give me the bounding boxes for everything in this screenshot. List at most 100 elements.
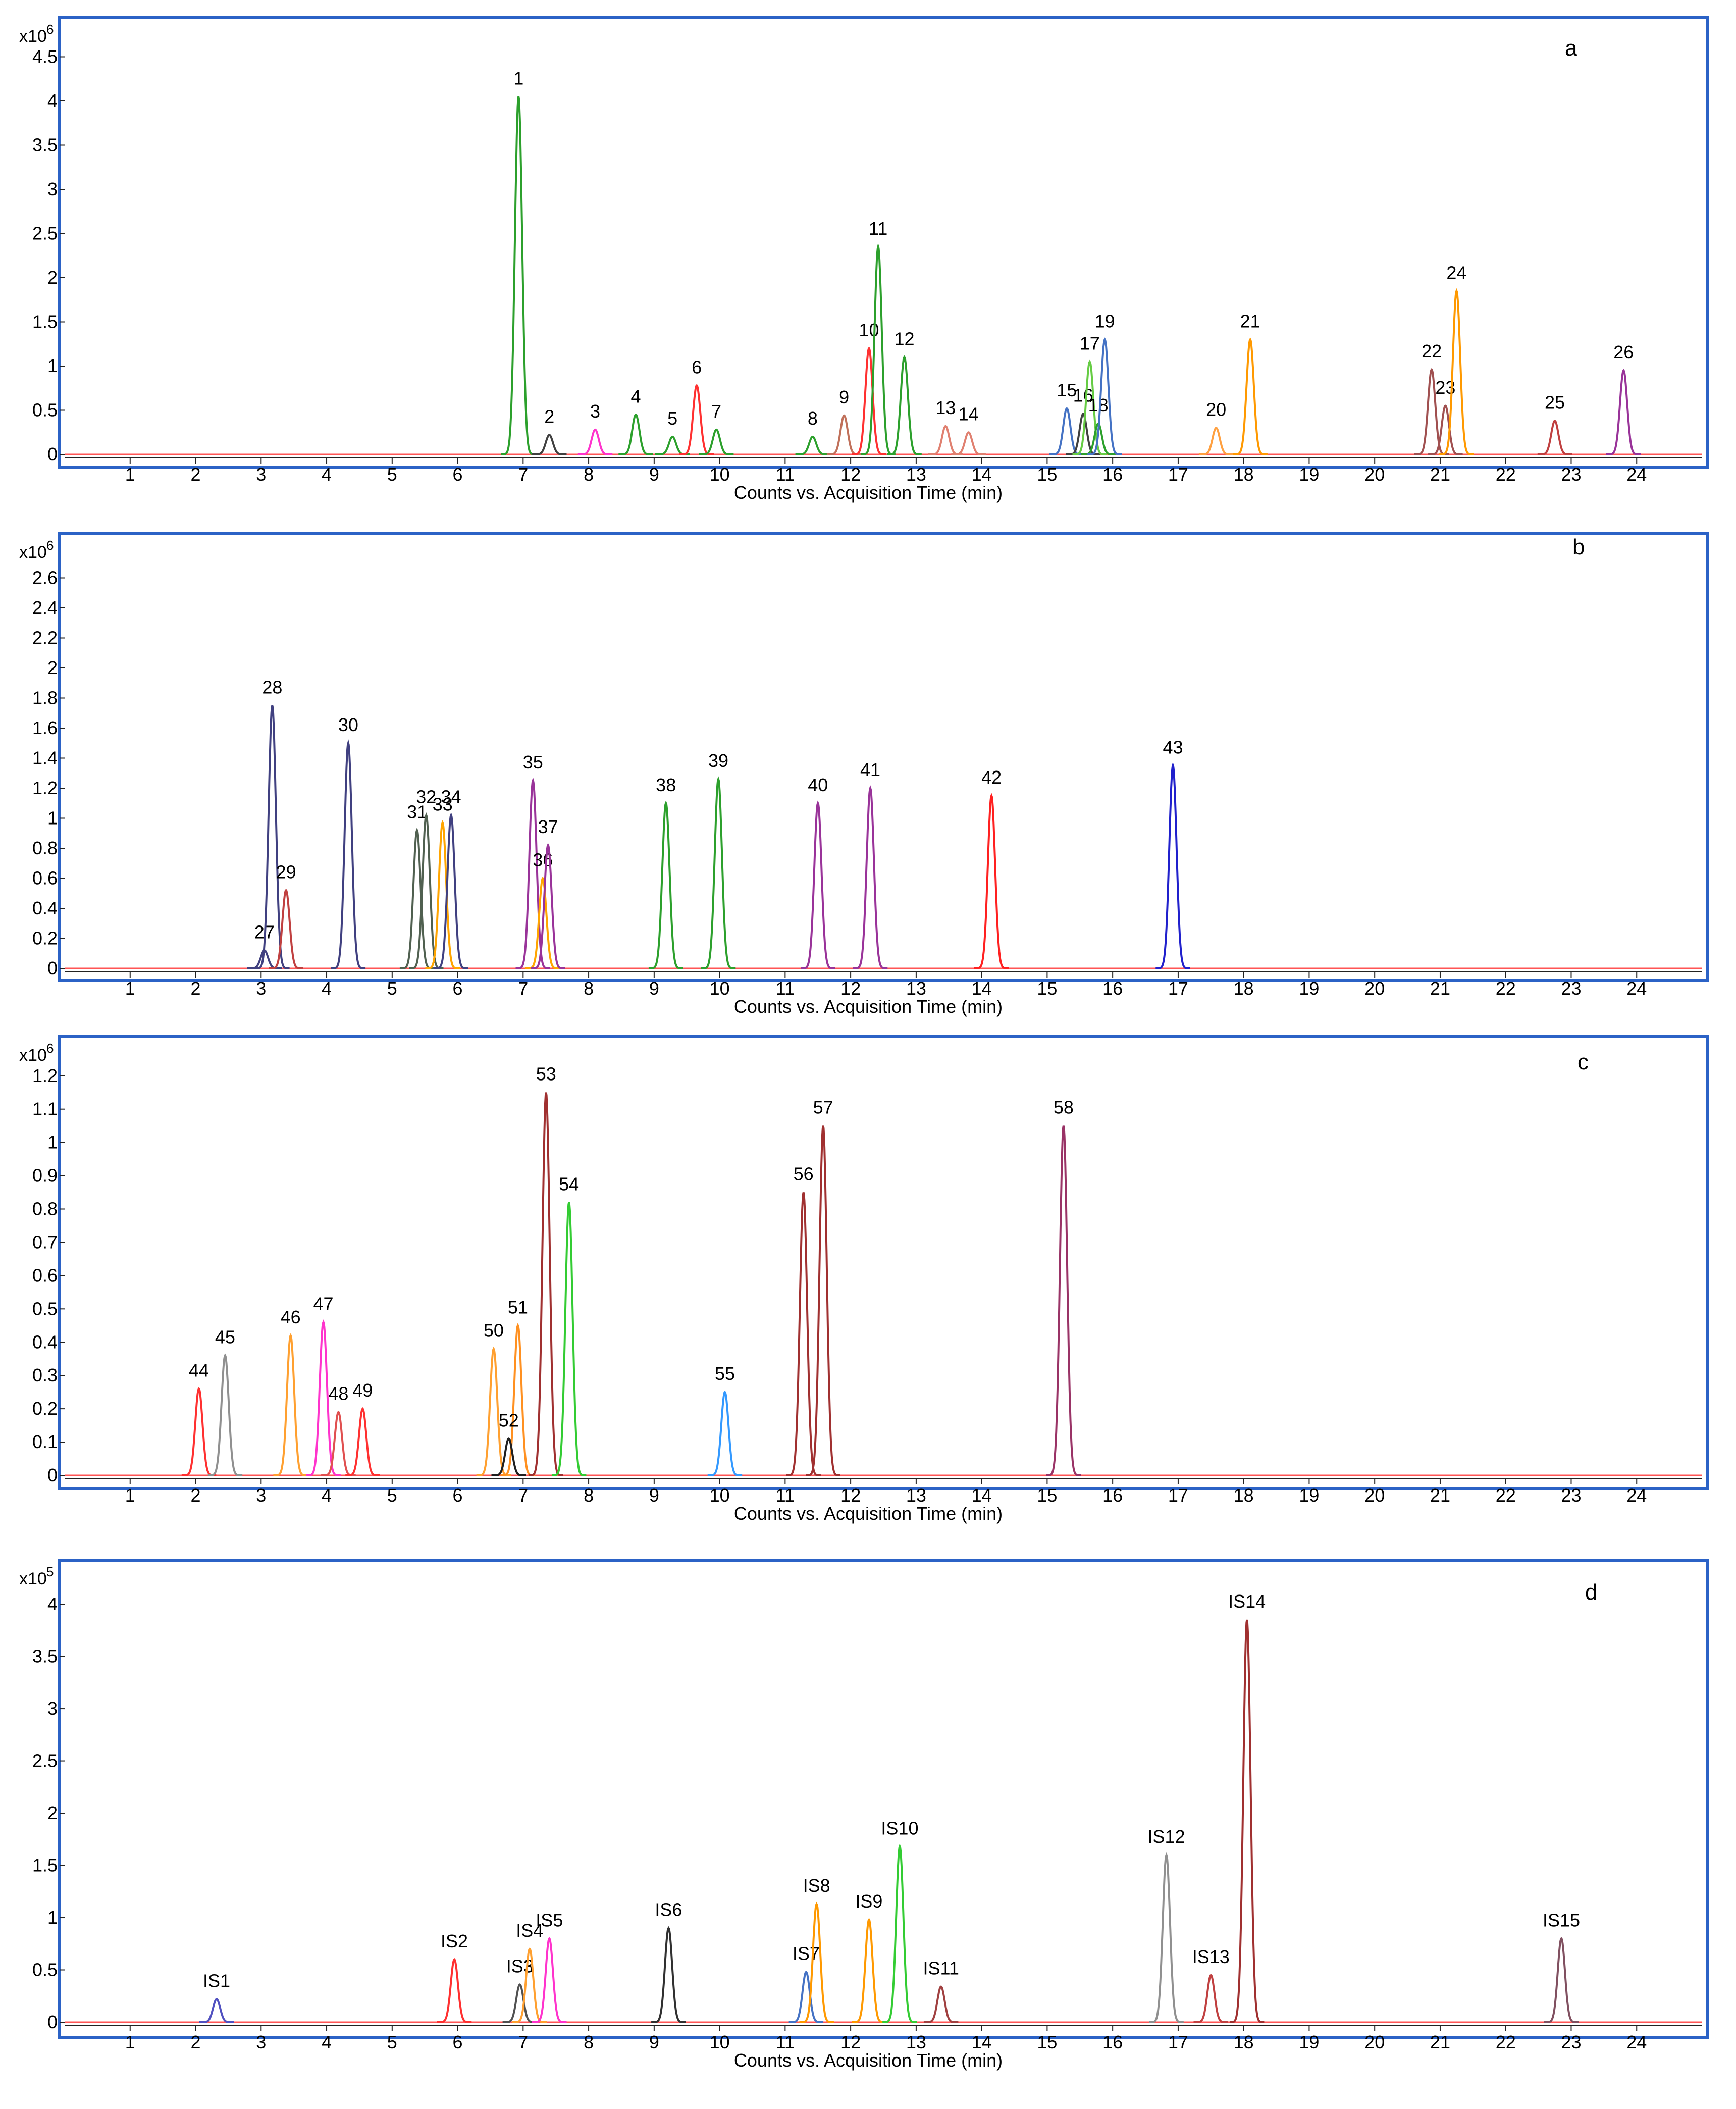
x-tick-label: 22 [1496,978,1516,999]
peak-trace [928,425,963,455]
x-tick-label: 14 [972,2032,992,2052]
peak-label: 51 [508,1297,528,1317]
peak-trace [795,435,830,455]
peak-label: IS13 [1192,1946,1230,1967]
peak-label: 32 [416,787,436,807]
peak-trace [788,1971,824,2023]
peak-label: IS10 [881,1818,918,1838]
y-tick-label: 1.8 [32,688,58,708]
peak-label: 45 [215,1327,235,1348]
panel-letter: a [1565,36,1577,61]
peak-trace [655,435,690,455]
y-tick-label: 0.5 [32,400,58,421]
x-tick-label: 7 [518,1485,528,1506]
y-tick-label: 0 [47,1465,58,1485]
x-tick-label: 5 [387,2032,397,2052]
peak-label: 2 [544,406,554,427]
peak-label: 8 [808,408,818,429]
x-tick-label: 15 [1037,2032,1057,2052]
peak-trace [321,1410,356,1476]
y-multiplier-label: x10 [19,1569,47,1588]
peak-label: 40 [808,775,828,795]
peak-trace [515,777,550,969]
x-tick-label: 5 [387,1485,397,1506]
peak-trace [826,414,862,455]
peak-label: 10 [859,320,879,340]
x-tick-label: 14 [972,464,992,485]
peak-label: IS5 [536,1910,563,1930]
x-tick-label: 1 [125,1485,135,1506]
x-tick-label: 19 [1299,2032,1319,2052]
y-tick-label: 0.1 [32,1431,58,1452]
y-tick-label: 2.4 [32,597,58,618]
x-tick-label: 7 [518,464,528,485]
peak-trace [1072,359,1107,455]
peak-label: 34 [441,787,461,807]
y-tick-label: 1.1 [32,1099,58,1119]
peak-label: IS9 [855,1891,882,1912]
x-tick-label: 3 [256,1485,266,1506]
y-tick-label: 1 [47,1907,58,1928]
y-tick-label: 2.5 [32,223,58,244]
x-tick-label: 18 [1234,978,1254,999]
y-tick-label: 0.8 [32,1199,58,1219]
y-tick-label: 4.5 [32,46,58,67]
peak-trace [502,1983,538,2023]
x-tick-label: 4 [322,1485,332,1506]
y-tick-label: 1.2 [32,1065,58,1086]
x-tick-label: 3 [256,464,266,485]
peak-label: 17 [1080,333,1100,353]
peak-label: 41 [860,759,880,780]
x-tick-label: 20 [1364,464,1385,485]
x-tick-label: 23 [1561,1485,1581,1506]
x-tick-label: 10 [710,464,730,485]
x-tick-label: 16 [1102,1485,1123,1506]
peak-label: 35 [523,752,543,773]
x-axis-title: Counts vs. Acquisition Time (min) [734,1503,1003,1524]
x-tick-label: 18 [1234,1485,1254,1506]
y-tick-label: 3.5 [32,135,58,156]
peak-trace [852,1918,886,2023]
x-tick-label: 2 [191,2032,201,2052]
peak-trace [306,1319,341,1476]
peak-label: 52 [499,1410,519,1430]
x-tick-label: 5 [387,978,397,999]
x-tick-label: 13 [906,978,926,999]
peak-label: 6 [692,357,702,378]
peak-trace [1155,762,1190,969]
x-tick-label: 14 [972,1485,992,1506]
x-tick-label: 21 [1430,464,1450,485]
x-tick-label: 4 [322,978,332,999]
peak-label: IS3 [506,1956,534,1976]
y-tick-label: 3.5 [32,1646,58,1667]
peak-label: 13 [935,397,956,418]
peak-label: IS15 [1543,1910,1580,1930]
peak-label: 18 [1088,395,1109,416]
y-multiplier-label: x10 [19,543,47,562]
peak-label: 5 [667,408,677,429]
peak-label: 54 [559,1173,579,1194]
peak-trace [531,843,565,969]
x-tick-label: 1 [125,464,135,485]
peak-label: 58 [1054,1097,1074,1118]
x-tick-label: 12 [840,464,861,485]
x-tick-label: 8 [584,978,594,999]
peak-trace [651,1926,686,2023]
peak-trace [852,346,886,455]
peak-trace [269,889,303,969]
x-tick-label: 17 [1168,1485,1188,1506]
peak-trace [1046,1125,1081,1476]
x-tick-label: 17 [1168,464,1188,485]
x-tick-label: 20 [1364,2032,1385,2052]
y-tick-label: 0.2 [32,1398,58,1419]
panel-letter: b [1572,535,1585,559]
y-tick-label: 0.6 [32,1265,58,1285]
plot-frame [58,1559,1709,2039]
x-tick-label: 22 [1496,464,1516,485]
peak-trace [437,1958,472,2023]
y-tick-label: 0.4 [32,1331,58,1352]
peak-label: 30 [338,714,358,735]
peak-label: 55 [715,1363,735,1384]
y-tick-label: 2 [47,657,58,678]
